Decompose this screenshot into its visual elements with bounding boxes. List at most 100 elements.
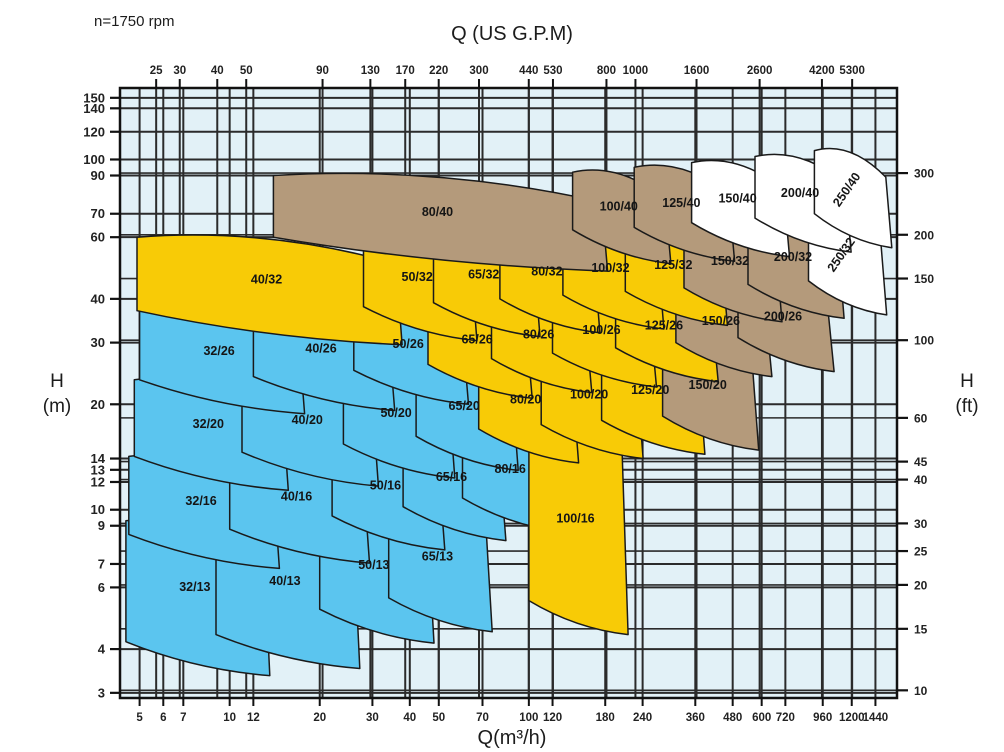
pump-region-label: 100/16 [556, 511, 594, 525]
pump-region-label: 80/26 [523, 327, 554, 341]
y-tick-label-left: 140 [83, 101, 105, 116]
x-tick-label-bottom: 20 [313, 712, 326, 724]
pump-region-label: 125/40 [662, 196, 700, 210]
y-tick-label-left: 12 [91, 474, 105, 489]
y-tick-label-left: 3 [98, 685, 105, 700]
left-axis-title-h: H [50, 371, 64, 392]
x-tick-label-bottom: 70 [476, 712, 489, 724]
y-tick-label-right: 200 [914, 228, 934, 242]
y-tick-label-left: 13 [91, 462, 105, 477]
x-tick-label-bottom: 720 [776, 712, 795, 724]
x-tick-label-bottom: 120 [543, 712, 562, 724]
pump-region[interactable] [272, 172, 609, 272]
y-tick-label-right: 10 [914, 684, 928, 698]
y-tick-label-left: 120 [83, 124, 105, 139]
pump-region-label: 200/40 [781, 186, 819, 200]
y-tick-label-right: 300 [914, 167, 934, 181]
pump-region-label: 200/32 [774, 250, 812, 264]
pump-region-label: 65/20 [449, 399, 480, 413]
pump-region-label: 40/20 [292, 413, 323, 427]
pump-region-label: 40/26 [305, 341, 336, 355]
pump-region-label: 100/26 [582, 323, 620, 337]
pump-region-label: 50/16 [370, 479, 401, 493]
pump-region-label: 40/13 [269, 574, 300, 588]
y-tick-label-left: 90 [91, 168, 105, 183]
pump-region-label: 125/20 [631, 383, 669, 397]
pump-region-label: 150/26 [702, 314, 740, 328]
pump-region-label: 100/20 [570, 388, 608, 402]
x-tick-label-top: 1600 [684, 65, 710, 77]
x-tick-label-top: 50 [240, 65, 253, 77]
y-tick-label-right: 15 [914, 622, 928, 636]
pump-region[interactable] [136, 234, 403, 346]
y-tick-label-right: 60 [914, 411, 928, 425]
pump-region-label: 65/32 [468, 267, 499, 281]
pump-region-label: 125/26 [645, 318, 683, 332]
x-tick-label-top: 90 [316, 65, 329, 77]
x-tick-label-bottom: 50 [432, 712, 445, 724]
pump-region-label: 32/26 [203, 344, 234, 358]
y-tick-label-right: 25 [914, 545, 928, 559]
x-tick-label-top: 5300 [839, 65, 865, 77]
x-tick-label-top: 2600 [747, 65, 773, 77]
pump-region-label: 32/20 [193, 417, 224, 431]
left-axis-title-unit: (m) [43, 396, 71, 417]
pump-region-label: 50/32 [402, 270, 433, 284]
x-tick-label-bottom: 360 [686, 712, 705, 724]
pump-region-label: 40/32 [251, 273, 282, 287]
pump-region-label: 150/40 [718, 191, 756, 205]
right-axis-title-h: H [960, 371, 974, 392]
pump-region-label: 50/13 [358, 558, 389, 572]
pump-region-label: 80/32 [531, 264, 562, 278]
y-tick-label-left: 7 [98, 556, 105, 571]
pump-regions-layer [125, 147, 893, 677]
top-axis-title: Q (US G.P.M) [451, 23, 573, 45]
x-tick-label-top: 30 [173, 65, 186, 77]
plot-frame [118, 86, 899, 700]
y-tick-label-left: 4 [98, 642, 106, 657]
pump-region-label: 50/26 [393, 337, 424, 351]
y-tick-label-right: 30 [914, 517, 928, 531]
pump-region-label: 32/16 [185, 494, 216, 508]
x-tick-label-top: 40 [211, 65, 224, 77]
right-axis-title-unit: (ft) [955, 396, 978, 417]
x-tick-label-bottom: 100 [519, 712, 538, 724]
x-tick-label-top: 440 [519, 65, 538, 77]
x-tick-label-bottom: 6 [160, 712, 166, 724]
x-tick-label-top: 25 [150, 65, 163, 77]
y-tick-label-left: 14 [91, 451, 106, 466]
y-tick-label-left: 150 [83, 90, 105, 105]
x-tick-label-bottom: 40 [403, 712, 416, 724]
y-tick-label-left: 9 [98, 518, 105, 533]
x-tick-label-bottom: 480 [723, 712, 742, 724]
bottom-axis-title: Q(m³/h) [478, 727, 547, 749]
x-tick-label-top: 530 [543, 65, 562, 77]
pump-region-label: 32/13 [179, 580, 210, 594]
x-tick-label-top: 130 [361, 65, 380, 77]
x-tick-label-top: 170 [396, 65, 415, 77]
pump-region-label: 125/32 [654, 258, 692, 272]
x-tick-label-bottom: 10 [223, 712, 236, 724]
pump-region[interactable] [813, 147, 893, 249]
x-tick-label-bottom: 1200 [839, 712, 865, 724]
x-tick-label-bottom: 1440 [863, 712, 889, 724]
pump-region-label: 65/16 [436, 470, 467, 484]
pump-region-label: 100/40 [600, 200, 638, 214]
y-tick-label-left: 10 [91, 502, 105, 517]
axes-layer: 5 6 7 10 12 20 30 40 50 70 100 120 180 240 360 480 600 72… [83, 65, 934, 724]
y-tick-label-left: 100 [83, 152, 105, 167]
pump-region-label: 65/26 [461, 332, 492, 346]
pump-region-label: 80/20 [510, 393, 541, 407]
x-tick-label-bottom: 240 [633, 712, 652, 724]
pump-region-label: 65/13 [422, 550, 453, 564]
pump-region-label: 80/40 [422, 205, 453, 219]
y-tick-label-left: 30 [91, 335, 105, 350]
x-tick-label-bottom: 12 [247, 712, 260, 724]
y-tick-label-right: 100 [914, 334, 934, 348]
pump-region-label: 150/20 [689, 378, 727, 392]
x-tick-label-top: 4200 [809, 65, 835, 77]
y-tick-label-right: 40 [914, 473, 928, 487]
y-tick-label-left: 20 [91, 397, 105, 412]
y-tick-label-right: 45 [914, 455, 928, 469]
